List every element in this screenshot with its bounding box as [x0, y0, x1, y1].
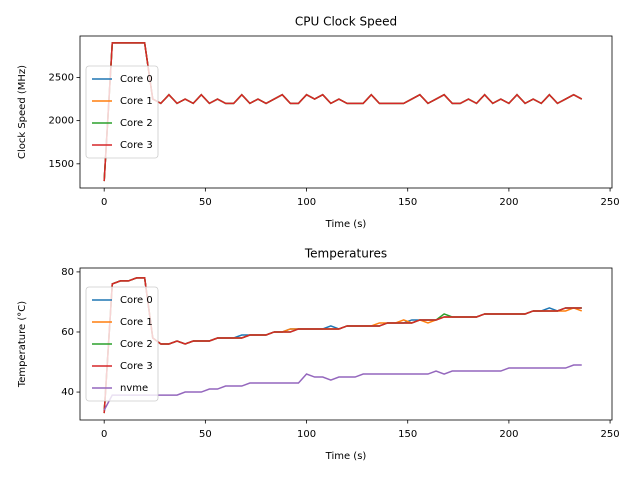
y-tick-label: 40: [61, 387, 74, 398]
legend-label: Core 1: [120, 96, 153, 107]
x-tick-label: 50: [199, 429, 212, 440]
legend-label: Core 0: [120, 295, 153, 306]
legend-label: Core 3: [120, 140, 153, 151]
x-tick-label: 200: [499, 197, 518, 208]
series-line: [103, 277, 583, 414]
series-line: [103, 277, 582, 414]
x-tick-label: 0: [101, 197, 107, 208]
x-tick-label: 100: [297, 429, 316, 440]
x-tick-label: 100: [297, 197, 316, 208]
y-tick-label: 2500: [49, 72, 74, 83]
y-tick-label: 1500: [49, 159, 74, 170]
legend-label: Core 0: [120, 74, 153, 85]
series-line: [103, 42, 583, 182]
legend-label: Core 2: [120, 118, 153, 129]
x-tick-label: 250: [601, 197, 620, 208]
x-axis-label: Time (s): [325, 219, 367, 230]
y-axis-label: Temperature (°C): [17, 301, 28, 388]
axes-frame: [79, 267, 613, 421]
x-tick-label: 150: [398, 429, 417, 440]
series-line: [103, 42, 583, 182]
subplot: CPU Clock Speed Time (s) Clock Speed (MHz)…: [17, 15, 620, 231]
x-tick-label: 150: [398, 197, 417, 208]
series-line: [103, 42, 583, 182]
axes-frame: [79, 35, 613, 189]
chart-title: CPU Clock Speed: [295, 15, 397, 29]
chart-title: Temperatures: [304, 247, 387, 261]
y-axis-label: Clock Speed (MHz): [17, 65, 28, 159]
x-axis-label: Time (s): [325, 451, 367, 462]
subplot: Temperatures Time (s) Temperature (°C) 0 50 1…: [17, 247, 620, 463]
series-line: [103, 42, 583, 182]
y-tick-label: 80: [61, 267, 74, 278]
legend-label: Core 3: [120, 361, 153, 372]
y-tick-label: 60: [61, 327, 74, 338]
y-tick-label: 2000: [49, 116, 74, 127]
x-tick-label: 250: [601, 429, 620, 440]
x-tick-label: 0: [101, 429, 107, 440]
legend-frame: [85, 286, 159, 402]
legend-frame: [85, 65, 159, 159]
legend-label: nvme: [120, 383, 148, 394]
series-line: [103, 277, 582, 414]
legend-label: Core 2: [120, 339, 153, 350]
legend-label: Core 1: [120, 317, 153, 328]
x-tick-label: 200: [499, 429, 518, 440]
series-line: [103, 277, 582, 414]
series-line: [103, 364, 582, 411]
x-tick-label: 50: [199, 197, 212, 208]
